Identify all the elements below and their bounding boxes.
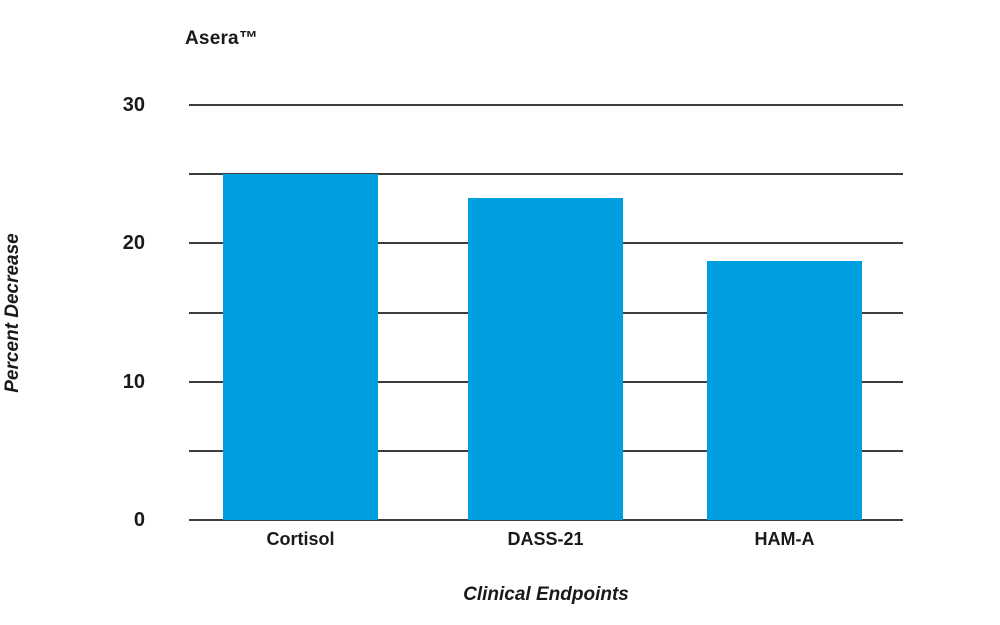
- gridline-y-25: [189, 173, 903, 176]
- x-axis-title: Clinical Endpoints: [463, 584, 629, 605]
- y-axis-title: Percent Decrease: [2, 233, 23, 393]
- bar-ham-a: [707, 261, 862, 520]
- plot-area: [189, 104, 903, 521]
- y-tick-label-30: 30: [122, 94, 145, 116]
- x-tick-label-ham-a: HAM-A: [754, 529, 815, 549]
- chart-title: Asera™: [185, 28, 259, 49]
- bar-cortisol: [223, 174, 378, 520]
- y-tick-label-10: 10: [122, 370, 145, 393]
- gridline-y-30: [189, 104, 903, 106]
- x-tick-label-cortisol: Cortisol: [266, 529, 335, 549]
- bar-dass-21: [468, 197, 623, 520]
- y-tick-label-0: 0: [133, 509, 145, 531]
- y-tick-label-20: 20: [122, 232, 145, 255]
- x-tick-label-dass-21: DASS-21: [507, 529, 584, 549]
- gridline-y-0: [189, 519, 903, 521]
